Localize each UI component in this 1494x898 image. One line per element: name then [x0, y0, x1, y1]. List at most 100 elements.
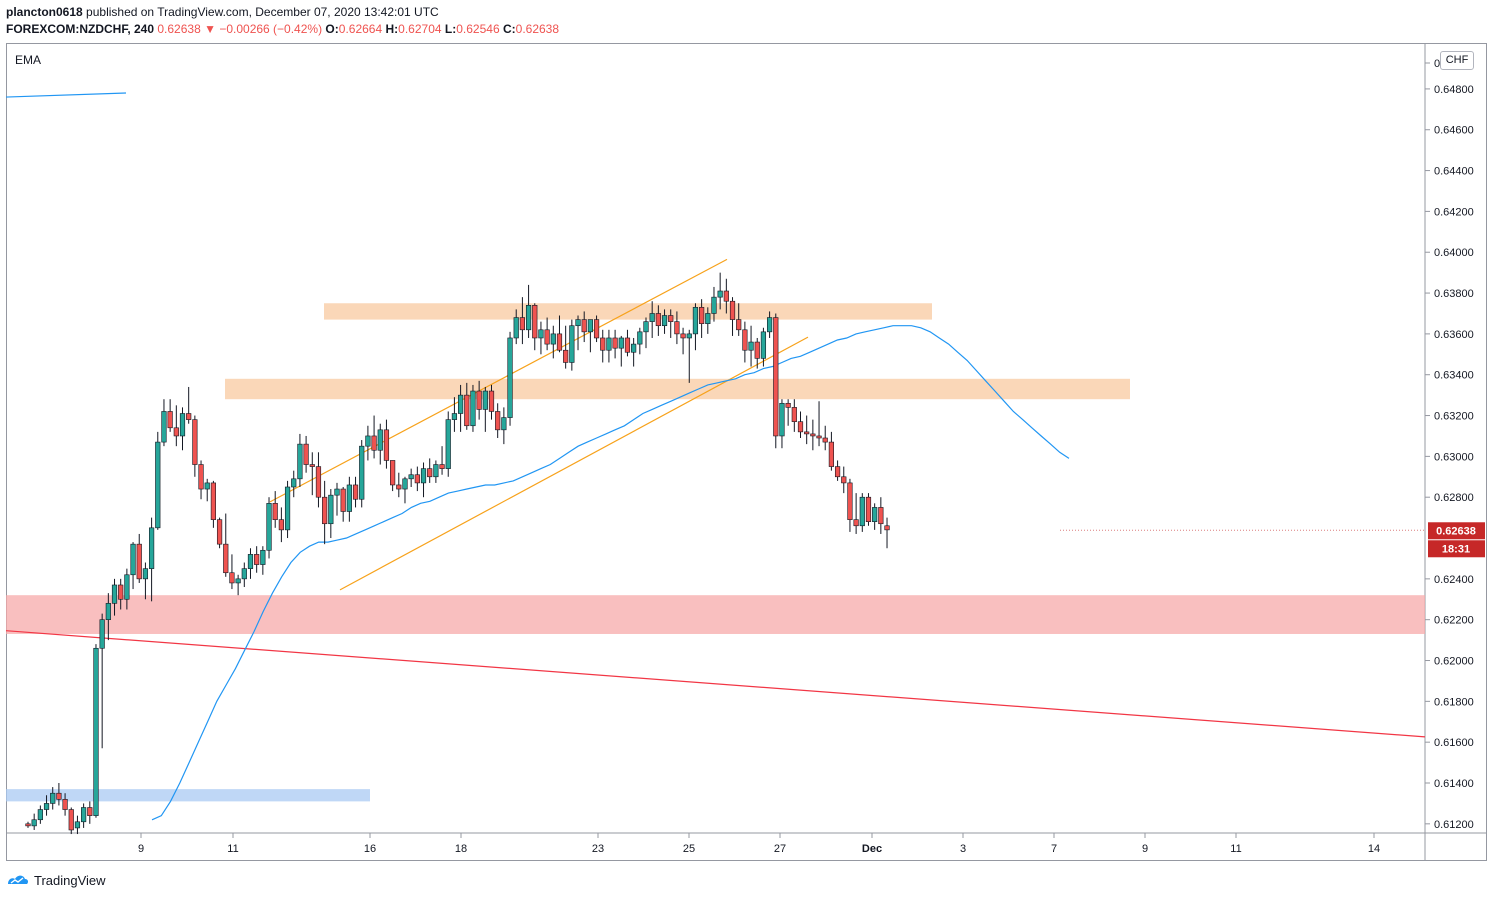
open-label: O:: [325, 22, 339, 36]
candle-body: [556, 333, 563, 351]
candle: [216, 517, 223, 549]
candle: [692, 303, 699, 351]
candle-body: [37, 809, 43, 821]
candle-body: [865, 496, 872, 522]
candle: [754, 337, 760, 369]
candle: [124, 568, 130, 610]
candle-body: [50, 792, 56, 804]
candle-body: [161, 411, 167, 443]
candle: [247, 548, 254, 579]
x-tick-label: 25: [683, 843, 695, 855]
candle: [513, 309, 519, 345]
ema-indicator-label[interactable]: EMA: [15, 53, 42, 67]
candle: [62, 793, 68, 816]
y-tick-label: 0.64600: [1434, 125, 1474, 137]
candle: [309, 452, 315, 496]
high-label: H:: [385, 22, 399, 36]
candle: [340, 486, 346, 522]
candle-body: [210, 482, 217, 520]
low-value: 0.62546: [456, 22, 500, 36]
published-text: published on TradingView.com, December 0…: [86, 5, 439, 19]
candle-body: [111, 584, 118, 604]
candle-body: [229, 572, 235, 584]
y-tick-label: 0.64000: [1434, 247, 1474, 259]
candle: [766, 311, 773, 338]
candle: [43, 795, 50, 816]
x-tick-label: 16: [364, 843, 376, 855]
candle: [872, 503, 878, 530]
candle: [278, 507, 284, 543]
candle: [816, 401, 822, 447]
candle: [31, 813, 37, 830]
candle-body: [760, 331, 767, 359]
candle-body: [340, 488, 346, 512]
price-badge: 0.62638: [1436, 525, 1476, 537]
candle: [433, 460, 439, 483]
candle-body: [414, 474, 420, 484]
candle-body: [149, 527, 155, 569]
candle: [118, 578, 124, 610]
candle: [266, 497, 272, 559]
candle: [643, 317, 649, 349]
candle: [284, 480, 291, 539]
candle-body: [105, 603, 111, 620]
candle: [445, 411, 451, 477]
candle: [390, 460, 396, 492]
candle-body: [736, 319, 742, 331]
candle: [155, 431, 161, 530]
candle-body: [631, 343, 637, 353]
candle: [717, 272, 723, 310]
candle: [488, 384, 495, 420]
candle-body: [612, 337, 618, 349]
candle-body: [284, 486, 291, 531]
candle-body: [748, 341, 754, 351]
candle-body: [834, 466, 841, 478]
candle-body: [804, 431, 810, 435]
candle: [779, 399, 785, 449]
candle: [334, 482, 340, 516]
channel-lower-line: [339, 336, 809, 591]
candle: [414, 466, 420, 492]
candle: [179, 407, 186, 451]
x-tick-label: 18: [455, 843, 467, 855]
candle: [291, 470, 297, 498]
publisher-name[interactable]: plancton0618: [6, 5, 83, 19]
tradingview-footer[interactable]: TradingView: [6, 871, 106, 889]
y-tick-label: 0.64800: [1434, 84, 1474, 96]
candle: [74, 815, 81, 835]
candle: [328, 489, 334, 539]
candle-body: [328, 494, 334, 525]
candle: [37, 805, 43, 824]
y-tick-label: 0.63600: [1434, 329, 1474, 341]
candle-body: [136, 543, 142, 580]
currency-button[interactable]: CHF: [1440, 51, 1474, 70]
candle-body: [563, 349, 569, 363]
candle: [451, 397, 458, 432]
candle-body: [532, 305, 538, 339]
candle: [25, 821, 31, 828]
x-tick-label: 11: [227, 843, 238, 855]
candle: [600, 329, 606, 363]
candle-body: [519, 317, 525, 331]
candle-body: [31, 819, 37, 827]
candle: [538, 321, 544, 355]
symbol-name[interactable]: FOREXCOM:NZDCHF, 240: [6, 22, 155, 36]
candle: [210, 480, 217, 528]
candle: [93, 644, 99, 818]
chart-frame[interactable]: [6, 43, 1487, 861]
candle: [457, 384, 464, 432]
candle-body: [334, 488, 340, 496]
candle-body: [81, 807, 87, 823]
candle-body: [482, 390, 488, 410]
candle: [501, 407, 507, 445]
candle-body: [451, 413, 458, 420]
candle: [834, 460, 841, 481]
candle-body: [513, 317, 519, 339]
candle-body: [99, 619, 105, 649]
candle-body: [62, 799, 68, 810]
candle-body: [192, 419, 198, 465]
candle-body: [717, 290, 723, 298]
y-tick-label: 0.62400: [1434, 574, 1474, 586]
candle: [149, 517, 155, 602]
